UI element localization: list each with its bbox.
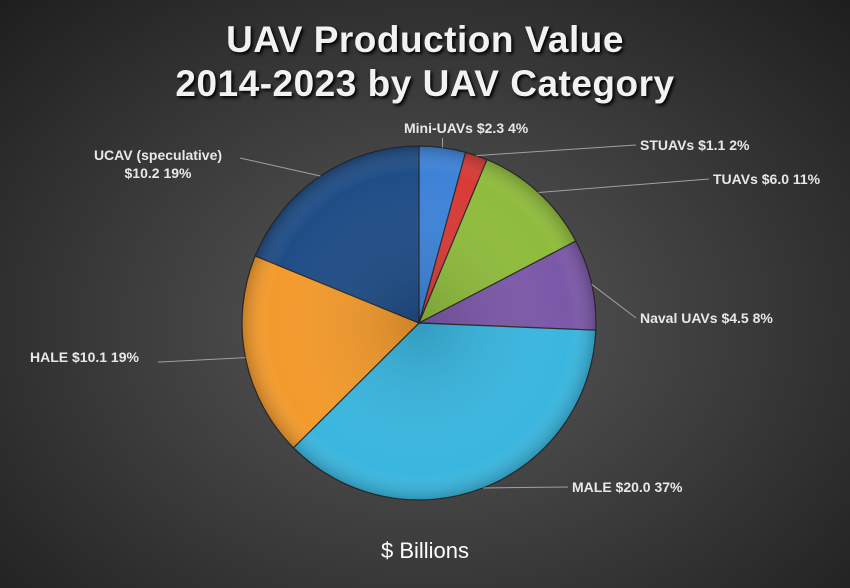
chart-title: UAV Production Value 2014-2023 by UAV Ca… (0, 18, 850, 106)
data-label: MALE $20.0 37% (572, 479, 683, 495)
leader-line (476, 144, 637, 157)
leader-line (591, 283, 637, 319)
data-label: Naval UAVs $4.5 8% (640, 310, 773, 326)
data-label: HALE $10.1 19% (30, 349, 139, 365)
leader-line (538, 178, 710, 194)
data-label: TUAVs $6.0 11% (713, 171, 821, 187)
unit-label: $ Billions (380, 538, 470, 563)
data-label: STUAVs $1.1 2% (640, 137, 750, 153)
chart-title-line1: UAV Production Value (226, 19, 624, 60)
data-label: Mini-UAVs $2.3 4% (404, 120, 529, 136)
leader-line (239, 157, 321, 177)
leader-line (483, 486, 569, 489)
data-label: UCAV (speculative) $10.2 19% (94, 147, 222, 181)
chart-title-line2: 2014-2023 by UAV Category (175, 63, 675, 104)
leader-line (158, 357, 246, 363)
